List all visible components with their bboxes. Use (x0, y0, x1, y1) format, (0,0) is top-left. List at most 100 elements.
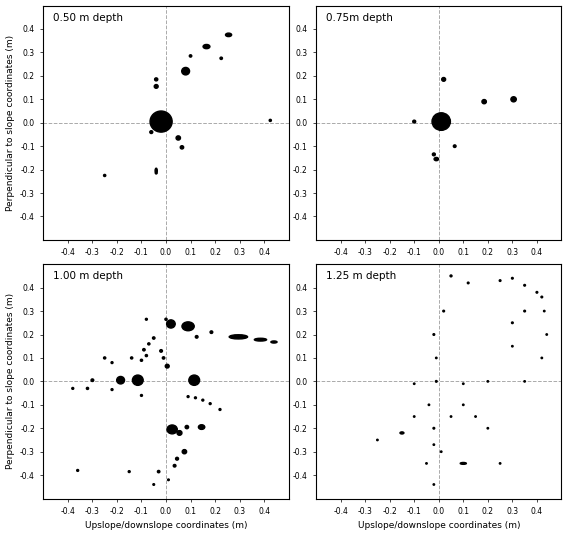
Ellipse shape (463, 404, 464, 406)
Ellipse shape (187, 396, 189, 398)
Ellipse shape (165, 318, 167, 321)
Ellipse shape (209, 403, 211, 405)
Ellipse shape (111, 389, 113, 391)
Ellipse shape (475, 416, 476, 417)
Ellipse shape (442, 78, 446, 81)
Text: 1.25 m depth: 1.25 m depth (326, 271, 396, 281)
Ellipse shape (255, 338, 266, 341)
Ellipse shape (500, 463, 501, 464)
Ellipse shape (176, 136, 180, 140)
Ellipse shape (428, 404, 430, 406)
Ellipse shape (86, 388, 88, 390)
Y-axis label: Perpendicular to slope coordinates (m): Perpendicular to slope coordinates (m) (6, 293, 15, 470)
Ellipse shape (141, 359, 142, 361)
Ellipse shape (536, 292, 538, 293)
Ellipse shape (150, 131, 153, 133)
Ellipse shape (202, 399, 204, 401)
Ellipse shape (433, 153, 435, 156)
Ellipse shape (91, 379, 94, 382)
Ellipse shape (117, 376, 125, 384)
Ellipse shape (182, 450, 187, 454)
Ellipse shape (111, 362, 113, 363)
Ellipse shape (544, 310, 545, 312)
Ellipse shape (104, 174, 106, 176)
Ellipse shape (160, 349, 163, 352)
Ellipse shape (145, 318, 147, 320)
Ellipse shape (189, 375, 200, 385)
Ellipse shape (168, 479, 170, 481)
Ellipse shape (104, 357, 106, 359)
Ellipse shape (524, 381, 526, 382)
Ellipse shape (130, 357, 133, 359)
Ellipse shape (454, 145, 456, 147)
Ellipse shape (413, 416, 415, 417)
Ellipse shape (203, 44, 210, 49)
Ellipse shape (72, 388, 74, 389)
Ellipse shape (433, 427, 435, 429)
Ellipse shape (467, 282, 469, 284)
Ellipse shape (180, 146, 184, 149)
Ellipse shape (443, 310, 445, 312)
Text: 0.75m depth: 0.75m depth (326, 12, 393, 23)
Ellipse shape (541, 357, 543, 359)
Ellipse shape (434, 158, 438, 161)
Ellipse shape (524, 285, 526, 286)
Ellipse shape (154, 85, 158, 88)
Ellipse shape (487, 381, 489, 382)
Ellipse shape (482, 100, 486, 104)
Ellipse shape (162, 357, 165, 359)
Ellipse shape (463, 383, 464, 384)
Ellipse shape (220, 57, 222, 59)
Ellipse shape (426, 463, 427, 464)
X-axis label: Upslope/downslope coordinates (m): Upslope/downslope coordinates (m) (358, 522, 520, 531)
Ellipse shape (155, 172, 157, 174)
Ellipse shape (226, 33, 232, 36)
X-axis label: Upslope/downslope coordinates (m): Upslope/downslope coordinates (m) (84, 522, 247, 531)
Ellipse shape (450, 275, 452, 277)
Ellipse shape (271, 341, 277, 343)
Ellipse shape (194, 397, 196, 399)
Ellipse shape (460, 463, 467, 464)
Ellipse shape (132, 375, 143, 385)
Ellipse shape (435, 357, 437, 359)
Ellipse shape (150, 111, 172, 132)
Ellipse shape (198, 425, 205, 429)
Ellipse shape (177, 430, 182, 435)
Ellipse shape (219, 408, 221, 411)
Ellipse shape (195, 336, 198, 338)
Ellipse shape (182, 322, 194, 331)
Ellipse shape (143, 348, 145, 351)
Ellipse shape (487, 428, 489, 429)
Ellipse shape (413, 383, 415, 384)
Ellipse shape (376, 440, 378, 441)
Ellipse shape (435, 381, 437, 382)
Text: 0.50 m depth: 0.50 m depth (53, 12, 123, 23)
Text: 1.00 m depth: 1.00 m depth (53, 271, 123, 281)
Ellipse shape (128, 471, 130, 473)
Ellipse shape (433, 334, 435, 336)
Ellipse shape (174, 465, 176, 467)
Ellipse shape (511, 346, 513, 347)
Ellipse shape (441, 451, 442, 452)
Ellipse shape (145, 354, 147, 356)
Ellipse shape (432, 113, 450, 130)
Ellipse shape (524, 310, 526, 312)
Ellipse shape (210, 331, 213, 333)
Y-axis label: Perpendicular to slope coordinates (m): Perpendicular to slope coordinates (m) (6, 35, 15, 211)
Ellipse shape (511, 322, 513, 324)
Ellipse shape (77, 470, 79, 471)
Ellipse shape (189, 55, 192, 57)
Ellipse shape (229, 335, 248, 339)
Ellipse shape (499, 280, 501, 281)
Ellipse shape (269, 120, 272, 122)
Ellipse shape (413, 120, 416, 123)
Ellipse shape (148, 343, 150, 345)
Ellipse shape (153, 337, 155, 339)
Ellipse shape (433, 444, 434, 445)
Ellipse shape (141, 394, 142, 397)
Ellipse shape (165, 364, 169, 368)
Ellipse shape (155, 168, 157, 173)
Ellipse shape (158, 471, 160, 473)
Ellipse shape (167, 320, 175, 328)
Ellipse shape (511, 278, 513, 279)
